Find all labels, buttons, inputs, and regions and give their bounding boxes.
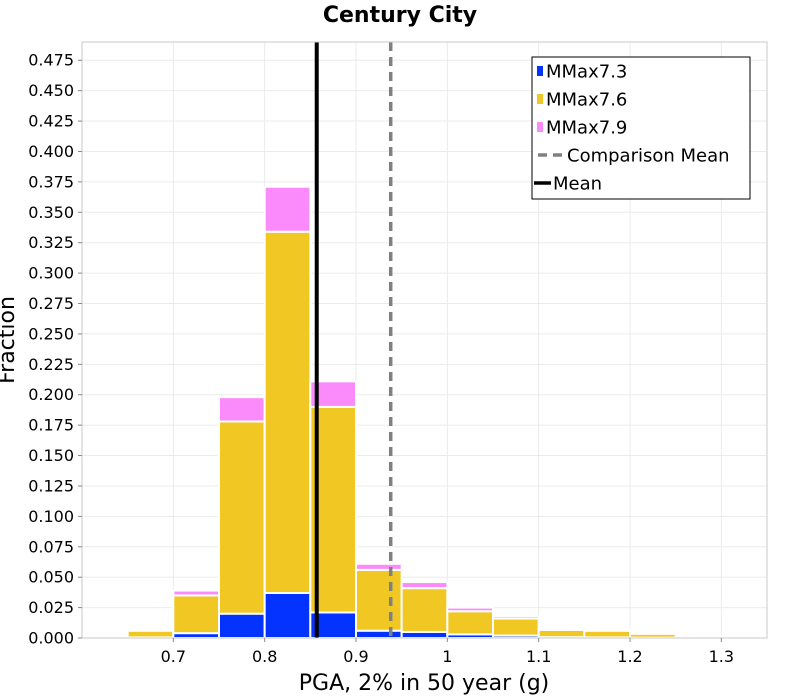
legend-swatch [537, 66, 543, 76]
y-tick-label: 0.000 [28, 629, 74, 648]
bar-mmax7-9 [172, 589, 220, 597]
legend-label: MMax7.6 [546, 90, 627, 111]
legend: MMax7.3 MMax7.6 MMax7.9 Comparison Mean Mean [531, 56, 751, 200]
y-tick-label: 0.425 [28, 112, 74, 131]
x-tick-label: 1.1 [526, 647, 551, 666]
legend-box [531, 56, 751, 200]
bar-mmax7-3 [355, 629, 403, 639]
y-tick-label: 0.475 [28, 51, 74, 70]
x-axis-title: PGA, 2% in 50 year (g) [299, 671, 550, 696]
y-tick-label: 0.075 [28, 537, 74, 556]
legend-label: Mean [553, 174, 602, 195]
y-tick-label: 0.350 [28, 203, 74, 222]
bar-mmax7-6 [126, 629, 175, 639]
y-tick-label: 0.175 [28, 416, 74, 435]
bar-mmax7-6 [400, 587, 449, 633]
x-tick-label: 1.2 [617, 647, 642, 666]
x-tick-label: 0.8 [252, 647, 277, 666]
y-tick-label: 0.100 [28, 507, 74, 526]
bar-mmax7-6 [218, 420, 266, 615]
y-tick-label: 0.050 [28, 568, 74, 587]
y-axis-title: Fraction [0, 296, 20, 384]
bar-mmax7-9 [400, 581, 449, 590]
bar-mmax7-9 [126, 628, 175, 632]
y-tick-label: 0.325 [28, 233, 74, 252]
x-axis-ticks: 0.7 0.8 0.9 1 1.1 1.2 1.3 [161, 638, 734, 666]
bar-mmax7-9 [629, 632, 677, 635]
y-tick-label: 0.400 [28, 142, 74, 161]
bar-mmax7-9 [583, 628, 631, 632]
bar-mmax7-6 [492, 617, 540, 637]
y-tick-label: 0.375 [28, 172, 74, 191]
x-tick-label: 0.7 [161, 647, 186, 666]
legend-label: Comparison Mean [567, 146, 730, 167]
grid-lines [82, 42, 767, 638]
bar-mmax7-9 [263, 185, 312, 233]
bar-mmax7-9 [218, 396, 266, 423]
bar-mmax7-6 [446, 610, 495, 636]
y-tick-label: 0.250 [28, 324, 74, 343]
y-tick-label: 0.275 [28, 294, 74, 313]
bar-mmax7-6 [537, 628, 586, 639]
reference-lines [314, 42, 393, 638]
bar-mmax7-9 [492, 615, 540, 620]
x-tick-label: 0.9 [343, 647, 368, 666]
bar-mmax7-6 [355, 568, 403, 632]
bar-mmax7-3 [263, 591, 312, 639]
y-tick-label: 0.225 [28, 355, 74, 374]
plot-frame [81, 41, 768, 639]
y-tick-label: 0.150 [28, 446, 74, 465]
legend-label: MMax7.3 [546, 62, 627, 83]
y-tick-label: 0.025 [28, 598, 74, 617]
y-tick-label: 0.200 [28, 385, 74, 404]
bar-mmax7-9 [355, 562, 403, 571]
legend-label: MMax7.9 [546, 118, 627, 139]
bar-mmax7-6 [172, 594, 220, 635]
y-tick-label: 0.125 [28, 476, 74, 495]
legend-swatch [537, 94, 543, 104]
y-tick-label: 0.450 [28, 81, 74, 100]
bar-mmax7-6 [583, 629, 631, 639]
legend-swatch [537, 122, 543, 132]
bar-mmax7-9 [537, 627, 586, 631]
bar-mmax7-6 [263, 230, 312, 594]
chart-title: Century City [323, 3, 477, 28]
bar-mmax7-9 [446, 606, 495, 613]
y-axis-ticks: 0.000 0.025 0.050 0.075 0.100 0.125 0.150 0.175… [28, 51, 82, 648]
x-tick-label: 1 [442, 647, 452, 666]
bar-mmax7-3 [218, 612, 266, 639]
x-tick-label: 1.3 [709, 647, 734, 666]
y-tick-label: 0.300 [28, 264, 74, 283]
